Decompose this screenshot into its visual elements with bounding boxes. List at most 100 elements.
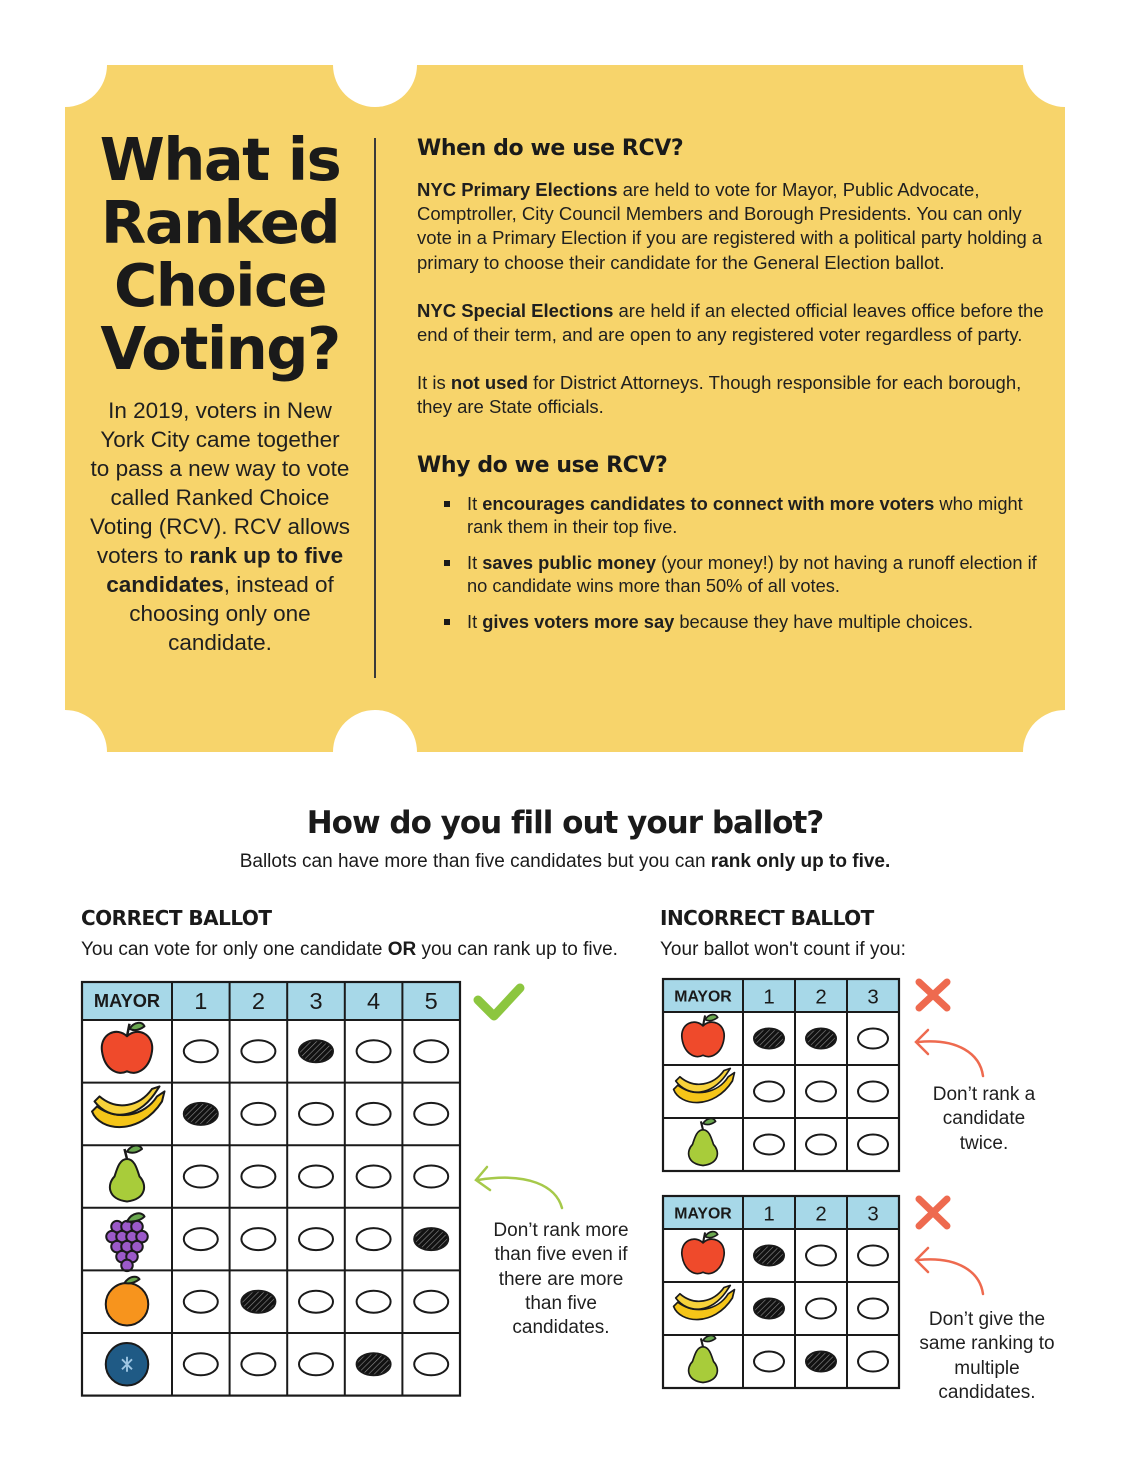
empty-oval bbox=[298, 1352, 334, 1377]
empty-oval bbox=[857, 1297, 889, 1320]
empty-oval bbox=[240, 1227, 277, 1252]
pear-icon bbox=[108, 1144, 146, 1203]
ballot-column-number: 2 bbox=[252, 988, 265, 1014]
bullet-post: who might rank them in their top five. bbox=[467, 492, 1023, 538]
incorrect-note-duplicate: Don’t rank a candidate twice. bbox=[932, 1084, 1036, 1154]
bullet-icon bbox=[444, 559, 450, 566]
title-line: Ranked bbox=[100, 188, 341, 257]
bullet-pre: It bbox=[467, 492, 483, 514]
page-title: What is Ranked Choice Voting? bbox=[70, 128, 370, 380]
apple-icon bbox=[681, 1230, 725, 1275]
x-mark-icon bbox=[915, 1195, 951, 1230]
not-used-bold: not used bbox=[450, 372, 529, 394]
empty-oval bbox=[413, 1352, 450, 1377]
empty-oval bbox=[182, 1289, 219, 1314]
empty-oval bbox=[355, 1289, 392, 1314]
why-list: It encourages candidates to connect with… bbox=[417, 492, 1047, 634]
filled-oval bbox=[753, 1297, 785, 1320]
correct-ballot: MAYOR 1 2 3 4 5 bbox=[80, 980, 462, 1397]
empty-oval bbox=[298, 1164, 334, 1189]
card-background bbox=[65, 65, 1065, 752]
empty-oval bbox=[240, 1039, 277, 1064]
empty-oval bbox=[298, 1227, 334, 1252]
banana-icon bbox=[672, 1284, 736, 1321]
filled-oval bbox=[753, 1244, 785, 1267]
filled-oval bbox=[240, 1289, 277, 1314]
ballot-header-bar bbox=[663, 979, 899, 1012]
subtitle-text: Ballots can have more than five candidat… bbox=[239, 851, 711, 872]
ballot-header-label: MAYOR bbox=[674, 989, 732, 1006]
empty-oval bbox=[182, 1227, 219, 1252]
apple-icon bbox=[100, 1021, 154, 1074]
empty-oval bbox=[805, 1133, 837, 1156]
empty-oval bbox=[240, 1101, 277, 1126]
apple-icon bbox=[681, 1013, 725, 1058]
x-mark-icon bbox=[915, 978, 951, 1012]
empty-oval bbox=[182, 1039, 219, 1064]
filled-oval bbox=[298, 1039, 334, 1064]
orange-icon bbox=[104, 1275, 150, 1327]
filled-oval bbox=[182, 1101, 219, 1126]
not-used-pre: It is bbox=[417, 372, 451, 394]
bullet-bold: saves public money bbox=[482, 551, 656, 573]
incorrect-ballot-same-rank: MAYOR 1 2 3 bbox=[661, 1194, 901, 1390]
empty-oval bbox=[805, 1080, 837, 1103]
rcv-info-column: When do we use RCV? NYC Primary Election… bbox=[417, 136, 1047, 645]
special-bold: NYC Special Elections bbox=[417, 299, 614, 321]
correct-sub-post: you can rank up to five. bbox=[416, 939, 618, 960]
ballot-column-number: 2 bbox=[815, 986, 826, 1009]
ballot-column-number: 3 bbox=[867, 1203, 878, 1226]
empty-oval bbox=[182, 1352, 219, 1377]
special-paragraph: NYC Special Elections are held if an ele… bbox=[417, 299, 1047, 347]
intro-paragraph: In 2019, voters in New York City came to… bbox=[88, 396, 352, 657]
bullet-post: (your money!) by not having a runoff ele… bbox=[467, 551, 1037, 597]
blueberry-icon bbox=[104, 1342, 150, 1387]
ballot-column-number: 3 bbox=[309, 988, 322, 1014]
ballot-border bbox=[80, 980, 462, 1397]
not-used-text: for District Attorneys. Though responsib… bbox=[417, 372, 1022, 418]
ticket-card-shape bbox=[65, 65, 1065, 752]
intro-text-end: , instead of choosing only one candidate… bbox=[129, 572, 334, 655]
ballot-column-number: 4 bbox=[367, 988, 380, 1014]
title-line: What is bbox=[99, 125, 342, 194]
filled-oval bbox=[413, 1227, 450, 1252]
bullet-bold: gives voters more say bbox=[482, 610, 675, 632]
empty-oval bbox=[413, 1101, 450, 1126]
primary-bold: NYC Primary Elections bbox=[417, 179, 618, 200]
ballot-column-number: 1 bbox=[763, 1203, 774, 1226]
list-item: It encourages candidates to connect with… bbox=[417, 492, 1047, 539]
empty-oval bbox=[240, 1352, 277, 1377]
empty-oval bbox=[355, 1164, 392, 1189]
incorrect-ballot-heading: INCORRECT BALLOT bbox=[660, 906, 874, 930]
why-heading: Why do we use RCV? bbox=[417, 452, 668, 478]
empty-oval bbox=[413, 1039, 450, 1064]
subtitle-bold: rank only up to five. bbox=[710, 851, 891, 872]
ballot-column-number: 3 bbox=[867, 986, 878, 1009]
ballot-column-number: 1 bbox=[194, 988, 207, 1014]
filled-oval bbox=[805, 1350, 837, 1373]
empty-oval bbox=[857, 1350, 889, 1373]
arrow-icon bbox=[914, 1246, 985, 1296]
empty-oval bbox=[355, 1039, 392, 1064]
correct-sub-bold: OR bbox=[387, 939, 417, 960]
arrow-icon bbox=[914, 1028, 985, 1078]
primary-paragraph: NYC Primary Elections are held to vote f… bbox=[417, 178, 1047, 275]
empty-oval bbox=[355, 1227, 392, 1252]
bullet-bold: encourages candidates to connect with mo… bbox=[482, 492, 935, 514]
filled-oval bbox=[355, 1352, 392, 1377]
ballot-column-number: 2 bbox=[815, 1203, 826, 1226]
list-item: It saves public money (your money!) by n… bbox=[417, 551, 1047, 598]
banana-icon bbox=[91, 1085, 166, 1129]
correct-ballot-note: Don’t rank more than five even if there … bbox=[493, 1220, 629, 1339]
empty-oval bbox=[857, 1133, 889, 1156]
empty-oval bbox=[857, 1080, 889, 1103]
empty-oval bbox=[240, 1164, 277, 1189]
empty-oval bbox=[355, 1101, 392, 1126]
empty-oval bbox=[413, 1164, 450, 1189]
ballot-header-bar bbox=[663, 1196, 899, 1229]
empty-oval bbox=[298, 1101, 334, 1126]
not-used-paragraph: It is not used for District Attorneys. T… bbox=[417, 371, 1047, 419]
ballot-section-title: How do you fill out your ballot? bbox=[306, 805, 825, 841]
primary-text: are held to vote for Mayor, Public Advoc… bbox=[417, 179, 1043, 273]
incorrect-ballot-subtext: Your ballot won't count if you: bbox=[660, 939, 906, 960]
